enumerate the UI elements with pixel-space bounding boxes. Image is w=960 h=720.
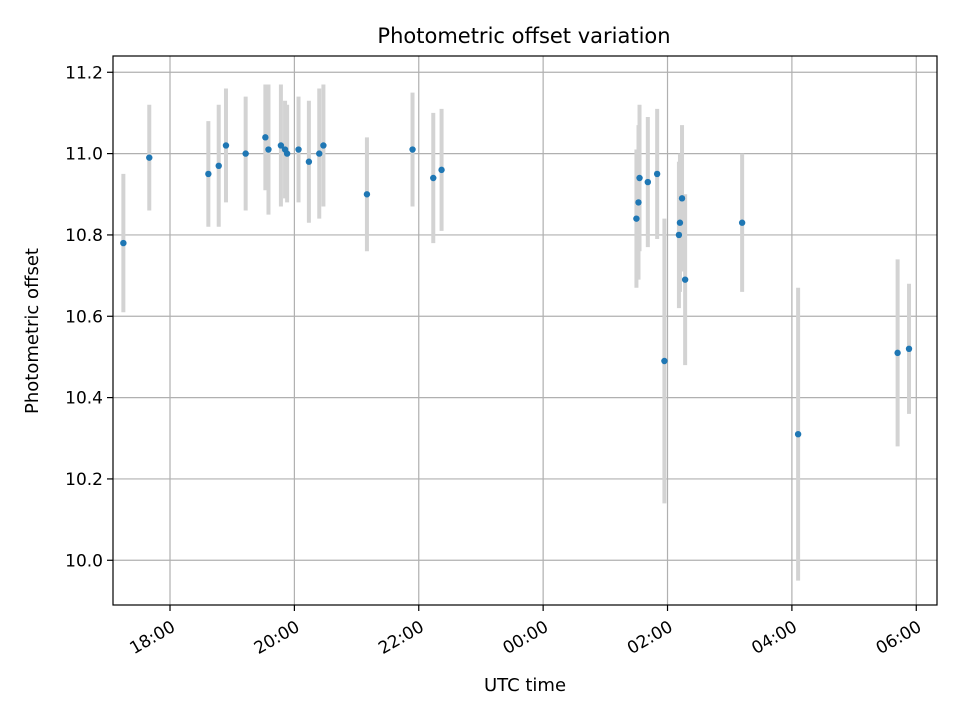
data-point	[636, 174, 643, 182]
data-point	[205, 170, 212, 178]
data-point	[905, 345, 913, 352]
data-point	[215, 162, 222, 169]
data-point	[681, 276, 689, 283]
data-point	[320, 142, 327, 149]
data-point	[265, 146, 272, 153]
y-axis: 10.0 10.2 10.4 10.6 10.8 11.0 11.2	[65, 63, 113, 571]
y-tick-label: 10.6	[65, 307, 103, 327]
y-tick-label: 10.8	[65, 226, 103, 246]
chart-title: Photometric offset variation	[377, 24, 670, 48]
data-point	[316, 150, 323, 157]
data-point	[146, 154, 153, 161]
data-point	[363, 191, 371, 198]
data-point	[894, 349, 901, 357]
data-point	[678, 195, 686, 202]
data-point	[262, 134, 269, 141]
data-point	[438, 166, 445, 174]
data-point	[283, 150, 291, 157]
data-point	[409, 146, 416, 153]
data-points	[120, 134, 913, 438]
data-point	[277, 142, 285, 149]
grid	[113, 56, 937, 605]
data-point	[661, 357, 668, 365]
data-point	[295, 146, 302, 153]
y-tick-label: 11.2	[65, 63, 103, 83]
data-point	[644, 178, 652, 186]
data-point	[222, 142, 230, 149]
data-point	[653, 170, 661, 178]
plot-frame	[112, 55, 938, 606]
y-tick-label: 10.2	[65, 470, 103, 490]
data-point	[738, 219, 746, 226]
data-point	[120, 239, 127, 247]
data-point	[676, 219, 684, 226]
y-tick-label: 11.0	[65, 145, 103, 165]
y-tick-label: 10.4	[65, 389, 103, 409]
y-tick-label: 10.0	[65, 551, 103, 571]
data-point	[430, 174, 437, 182]
y-axis-title: Photometric offset	[22, 248, 43, 414]
data-point	[305, 158, 313, 165]
data-point	[633, 215, 640, 222]
data-point	[635, 199, 642, 206]
data-point	[675, 231, 683, 239]
data-point	[794, 431, 802, 438]
data-point	[242, 150, 249, 157]
x-axis-title: UTC time	[484, 675, 566, 696]
